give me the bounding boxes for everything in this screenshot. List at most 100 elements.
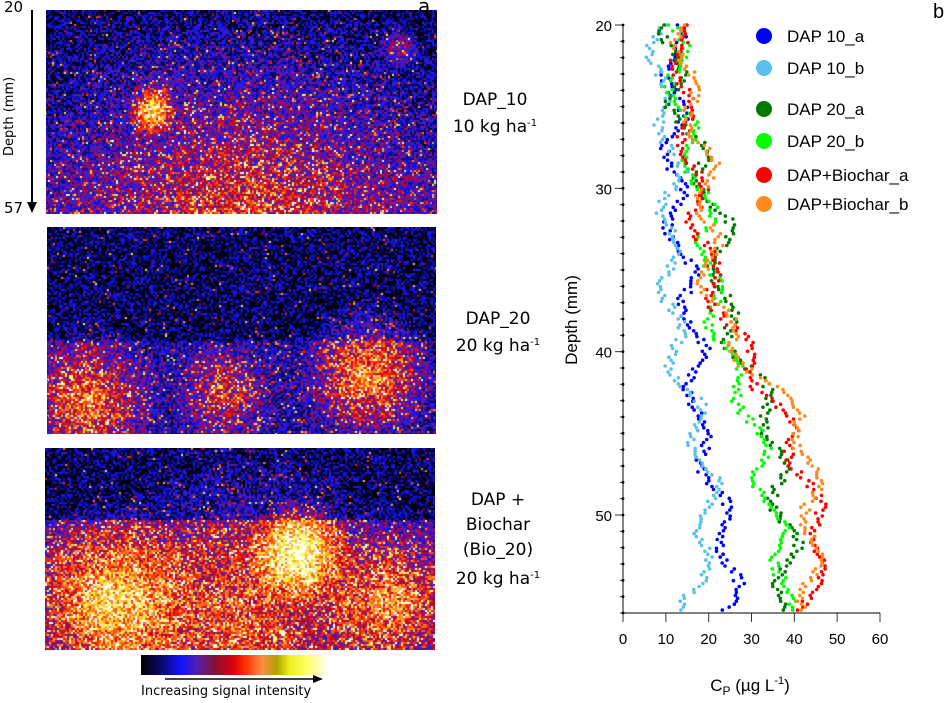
data-point [736, 311, 741, 315]
data-point [659, 26, 664, 30]
data-point [692, 164, 696, 168]
data-point [752, 423, 757, 427]
data-point [674, 70, 679, 74]
image-panel-dap10 [46, 10, 437, 214]
data-point [659, 276, 664, 280]
data-point [772, 508, 777, 512]
data-point [730, 334, 734, 339]
data-point [708, 208, 712, 212]
data-point [733, 352, 738, 357]
data-point [704, 578, 709, 583]
data-point [761, 405, 765, 410]
data-point [696, 470, 700, 474]
data-point [765, 434, 769, 439]
data-point [678, 64, 683, 68]
data-point [702, 570, 706, 574]
data-point [654, 211, 659, 215]
data-point [698, 514, 703, 518]
data-point [669, 164, 674, 168]
data-point [703, 164, 708, 168]
data-point [735, 320, 739, 324]
data-point [758, 376, 763, 380]
data-point [667, 270, 671, 274]
data-point [682, 190, 687, 195]
data-point [725, 558, 729, 562]
data-point [720, 490, 725, 495]
data-point [784, 440, 789, 445]
data-point [730, 308, 734, 313]
data-point [778, 402, 783, 407]
data-point [702, 426, 706, 430]
data-point [817, 484, 821, 489]
data-point [695, 99, 700, 104]
data-point [661, 120, 666, 124]
data-point [704, 229, 709, 233]
data-point [674, 349, 679, 354]
data-point [695, 279, 700, 283]
data-point [703, 508, 707, 512]
data-point [661, 226, 665, 230]
data-point [762, 461, 766, 465]
data-point [688, 214, 693, 218]
data-point [710, 473, 714, 477]
data-point [713, 249, 717, 254]
data-point [666, 149, 671, 154]
data-point [696, 340, 700, 345]
intensity-colorbar [141, 655, 327, 675]
data-point [782, 461, 787, 465]
y-tick-label: 20 [595, 18, 612, 35]
data-point [673, 58, 678, 63]
data-point [710, 329, 714, 333]
data-point [699, 573, 704, 577]
data-point [677, 37, 681, 42]
data-point [788, 561, 793, 565]
data-point [703, 264, 707, 268]
y-minor-dot [621, 203, 625, 207]
data-point [810, 464, 814, 468]
data-point [798, 587, 802, 592]
data-point [775, 384, 780, 389]
data-point [769, 446, 773, 451]
data-point [717, 487, 721, 492]
data-point [782, 584, 786, 589]
data-point [794, 537, 799, 542]
data-point [687, 134, 692, 139]
data-point [699, 143, 704, 148]
data-point [700, 252, 704, 257]
data-point [673, 229, 677, 233]
data-point [694, 134, 698, 139]
legend-label: DAP 20_a [787, 100, 865, 119]
data-point [729, 570, 734, 574]
data-point [775, 493, 780, 498]
data-point [682, 120, 686, 124]
data-point [667, 67, 671, 71]
data-point [680, 340, 684, 345]
data-point [699, 543, 704, 548]
data-point [693, 137, 698, 142]
data-point [815, 476, 819, 480]
data-point [682, 123, 686, 127]
data-point [659, 208, 664, 212]
data-point [678, 384, 682, 389]
data-point [706, 431, 710, 436]
data-point [684, 334, 688, 339]
data-point [732, 358, 736, 363]
data-point [774, 405, 778, 410]
data-point [680, 158, 684, 162]
x-tick-label: 40 [786, 631, 803, 648]
data-point [777, 446, 782, 451]
data-point [706, 299, 710, 304]
data-point [698, 276, 703, 280]
data-point [715, 490, 719, 495]
y-minor-dot [621, 39, 625, 43]
data-point [683, 261, 688, 265]
data-point [676, 246, 680, 251]
data-point [689, 290, 693, 295]
data-point [668, 373, 672, 377]
data-point [681, 387, 685, 392]
data-point [760, 390, 764, 395]
data-point [663, 105, 668, 110]
data-point [665, 90, 669, 95]
data-point [694, 528, 699, 533]
panel-label-dap20: DAP_20 20 kg ha-1 [443, 307, 553, 358]
